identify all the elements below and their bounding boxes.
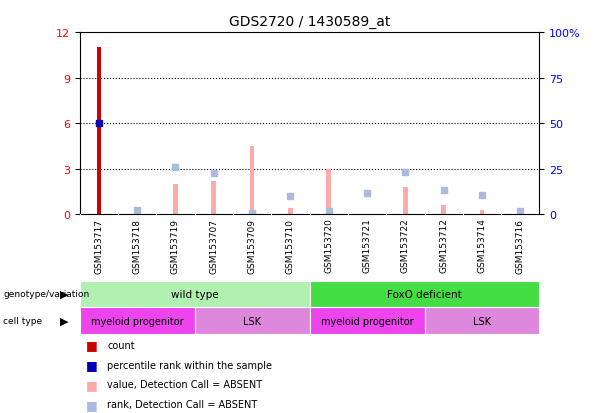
Text: cell type: cell type xyxy=(3,317,42,325)
Text: GSM153720: GSM153720 xyxy=(324,218,333,273)
Text: genotype/variation: genotype/variation xyxy=(3,290,89,299)
Text: GSM153721: GSM153721 xyxy=(362,218,371,273)
Text: ▶: ▶ xyxy=(60,289,69,299)
Bar xyxy=(327,169,331,215)
Text: FoxO deficient: FoxO deficient xyxy=(387,289,462,299)
Text: LSK: LSK xyxy=(243,316,261,326)
Text: myeloid progenitor: myeloid progenitor xyxy=(91,316,183,326)
Bar xyxy=(424,308,539,335)
Text: percentile rank within the sample: percentile rank within the sample xyxy=(107,360,272,370)
Text: GSM153717: GSM153717 xyxy=(94,218,104,273)
Text: GSM153722: GSM153722 xyxy=(401,218,410,273)
Text: count: count xyxy=(107,340,135,350)
Text: myeloid progenitor: myeloid progenitor xyxy=(321,316,413,326)
Text: rank, Detection Call = ABSENT: rank, Detection Call = ABSENT xyxy=(107,399,257,409)
Bar xyxy=(480,210,484,215)
Bar xyxy=(310,281,539,308)
Text: GSM153707: GSM153707 xyxy=(209,218,218,273)
Text: wild type: wild type xyxy=(171,289,218,299)
Text: GSM153712: GSM153712 xyxy=(439,218,448,273)
Text: GSM153709: GSM153709 xyxy=(248,218,257,273)
Text: ■: ■ xyxy=(86,338,97,351)
Text: ■: ■ xyxy=(86,358,97,371)
Text: LSK: LSK xyxy=(473,316,491,326)
Text: GSM153714: GSM153714 xyxy=(478,218,487,273)
Bar xyxy=(80,308,195,335)
Bar xyxy=(403,188,408,215)
Bar xyxy=(80,281,310,308)
Text: ▶: ▶ xyxy=(60,316,69,326)
Title: GDS2720 / 1430589_at: GDS2720 / 1430589_at xyxy=(229,15,390,29)
Text: GSM153718: GSM153718 xyxy=(132,218,142,273)
Bar xyxy=(211,181,216,215)
Text: ■: ■ xyxy=(86,398,97,411)
Text: GSM153716: GSM153716 xyxy=(516,218,525,273)
Bar xyxy=(173,185,178,215)
Text: GSM153710: GSM153710 xyxy=(286,218,295,273)
Bar xyxy=(195,308,310,335)
Text: value, Detection Call = ABSENT: value, Detection Call = ABSENT xyxy=(107,380,262,389)
Text: GSM153719: GSM153719 xyxy=(171,218,180,273)
Bar xyxy=(310,308,424,335)
Bar xyxy=(288,209,293,215)
Text: ■: ■ xyxy=(86,378,97,391)
Bar xyxy=(441,206,446,215)
Bar xyxy=(97,48,101,215)
Bar xyxy=(250,147,254,215)
